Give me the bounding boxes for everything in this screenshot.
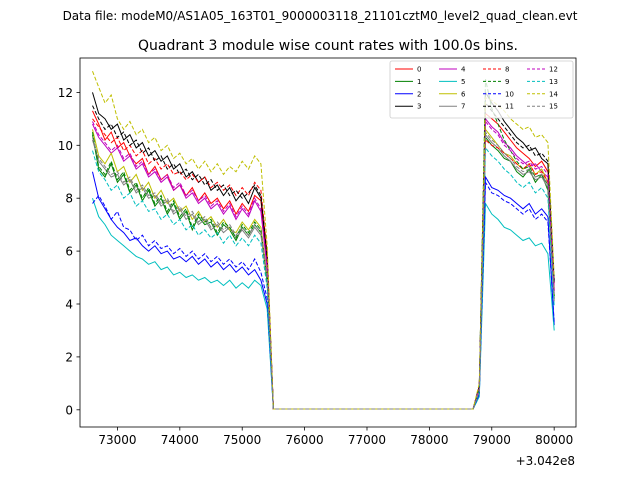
y-tick-label: 8 — [65, 192, 73, 206]
x-tick-label: 79000 — [473, 433, 511, 447]
legend-box — [389, 60, 574, 119]
x-tick-label: 80000 — [535, 433, 573, 447]
y-tick-label: 12 — [58, 86, 73, 100]
y-tick-label: 6 — [65, 245, 73, 259]
legend-label-12: 12 — [549, 66, 558, 74]
legend-label-4: 4 — [461, 66, 466, 74]
chart-suptitle: Data file: modeM0/AS1A05_163T01_90000031… — [63, 9, 578, 23]
x-tick-label: 75000 — [223, 433, 261, 447]
legend-label-8: 8 — [505, 66, 509, 74]
x-tick-label: 78000 — [410, 433, 448, 447]
series-line-12 — [92, 120, 555, 410]
x-offset-label: +3.042e8 — [516, 454, 575, 468]
legend-label-13: 13 — [549, 78, 558, 86]
y-tick-label: 0 — [65, 403, 73, 417]
x-tick-label: 74000 — [161, 433, 199, 447]
x-tick-label: 76000 — [286, 433, 324, 447]
y-tick-label: 4 — [65, 298, 73, 312]
y-tick-label: 2 — [65, 350, 73, 364]
legend-label-10: 10 — [505, 90, 514, 98]
legend-label-6: 6 — [461, 90, 466, 98]
series-line-15 — [92, 130, 555, 410]
axes-frame — [79, 57, 577, 428]
legend-label-0: 0 — [417, 66, 421, 74]
legend-label-15: 15 — [549, 103, 558, 111]
series-layer — [92, 71, 555, 410]
x-tick-label: 73000 — [98, 433, 136, 447]
chart-title: Quadrant 3 module wise count rates with … — [138, 38, 518, 54]
legend-label-5: 5 — [461, 78, 465, 86]
legend-label-1: 1 — [417, 78, 421, 86]
x-axis: 73000 74000 75000 76000 77000 78000 79000 80000 — [98, 427, 573, 447]
legend-label-2: 2 — [417, 90, 421, 98]
legend-label-14: 14 — [549, 90, 558, 98]
legend-label-7: 7 — [461, 103, 465, 111]
x-tick-label: 77000 — [348, 433, 386, 447]
legend-label-9: 9 — [505, 78, 509, 86]
legend-label-3: 3 — [417, 103, 421, 111]
legend-label-11: 11 — [505, 103, 514, 111]
y-axis: 0 2 4 6 8 10 12 — [58, 86, 80, 417]
y-tick-label: 10 — [58, 139, 73, 153]
